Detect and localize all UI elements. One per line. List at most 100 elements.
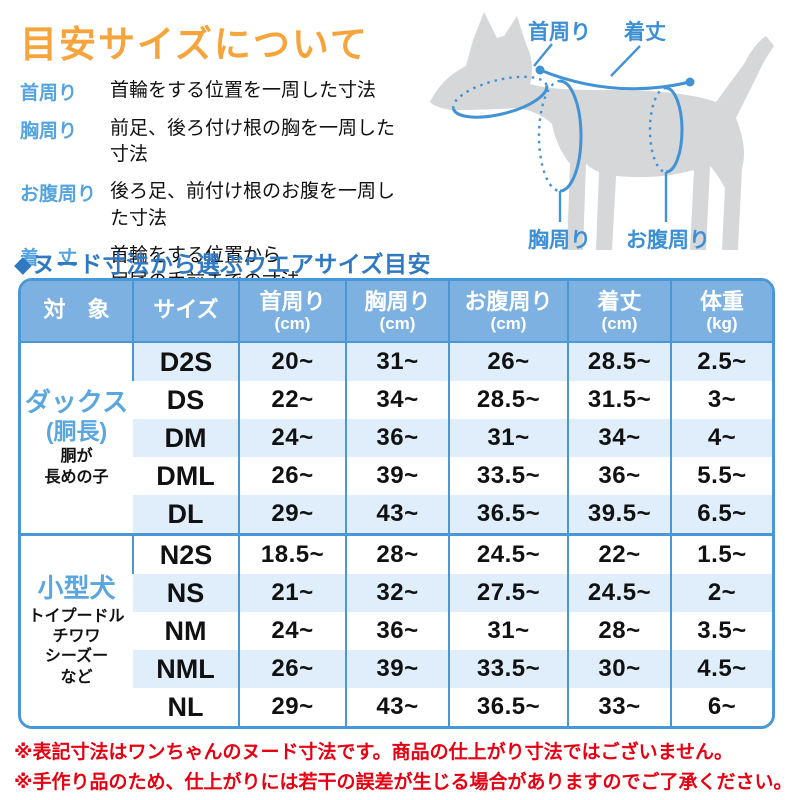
chest-cell: 28~ (345, 533, 449, 574)
chest-cell: 34~ (345, 381, 449, 419)
weight-cell: 6.5~ (670, 495, 772, 535)
chest-cell: 36~ (345, 612, 449, 650)
belly-cell: 33.5~ (448, 650, 568, 688)
target-title: 小型犬 (37, 572, 116, 603)
header-belly: お腹周り (cm) (448, 281, 568, 343)
target-subtitle: (胴長) (45, 417, 108, 444)
header-neck: 首周り (cm) (238, 281, 346, 343)
neck-cell: 21~ (238, 574, 346, 612)
footnotes: ※表記寸法はワンちゃんのヌード寸法です。商品の仕上がり寸法ではございません。 ※… (14, 738, 794, 798)
length-cell: 39.5~ (567, 495, 671, 535)
size-cell: NL (133, 688, 239, 726)
table-row: NML 26~ 39~ 33.5~ 30~ 4.5~ (21, 650, 772, 688)
belly-cell: 36.5~ (448, 688, 568, 726)
size-cell: NS (133, 574, 239, 612)
weight-cell: 5.5~ (670, 457, 772, 495)
neck-leader-line (533, 43, 553, 67)
size-cell: DML (133, 457, 239, 495)
definition-row: 首周り 首輪をする位置を一周した寸法 (20, 78, 410, 105)
neck-label: 首周り (528, 21, 591, 44)
target-cell-small-dog: 小型犬 トイプードル チワワ シーズー など (21, 533, 133, 726)
size-cell: DL (133, 495, 239, 535)
chest-cell: 43~ (345, 495, 449, 535)
neck-cell: 29~ (238, 495, 346, 535)
neck-cell: 22~ (238, 381, 346, 419)
dog-silhouette (430, 12, 774, 250)
belly-cell: 31~ (448, 612, 568, 650)
length-cell: 30~ (567, 650, 671, 688)
table-row: DM 24~ 36~ 31~ 34~ 4~ (21, 419, 772, 457)
definition-term: 胸周り (20, 121, 78, 142)
chest-cell: 36~ (345, 419, 449, 457)
measurement-definitions: 首周り 首輪をする位置を一周した寸法 胸周り 前足、後ろ付け根の胸を一周した寸法… (20, 78, 410, 306)
neck-cell: 26~ (238, 650, 346, 688)
weight-cell: 4~ (670, 419, 772, 457)
definition-desc: 前足、後ろ付け根の胸を一周した寸法 (110, 118, 396, 166)
header-size: サイズ (132, 281, 239, 343)
belly-cell: 27.5~ (448, 574, 568, 612)
belly-cell: 26~ (448, 342, 568, 381)
size-table-section-header: ◆ヌード寸法から選ぶウエアサイズ目安 (14, 251, 431, 277)
length-cell: 28.5~ (567, 342, 671, 381)
size-cell: D2S (132, 342, 239, 381)
chest-cell: 39~ (345, 650, 449, 688)
table-row: 小型犬 トイプードル チワワ シーズー など N2S 18.5~ 28~ 24.… (21, 533, 772, 726)
target-note: 胴が 長めの子 (44, 448, 109, 486)
neck-cell: 20~ (238, 342, 346, 381)
belly-measure-ellipse (648, 86, 684, 174)
table-row: DL 29~ 43~ 36.5~ 39.5~ 6.5~ (21, 495, 772, 535)
length-cell: 36~ (567, 457, 671, 495)
header-weight: 体重 (kg) (670, 281, 772, 343)
length-cell: 31.5~ (567, 381, 671, 419)
length-cell: 28~ (567, 612, 671, 650)
weight-cell: 6~ (670, 688, 772, 726)
definition-desc: 首輪をする位置を一周した寸法 (110, 80, 377, 101)
size-table-container: 対 象 サイズ 首周り (cm) 胸周り (cm) お腹周り (cm) 着丈 (cm) … (18, 278, 775, 729)
definition-term: 首周り (20, 83, 78, 104)
dog-silhouette-illustration (430, 12, 774, 250)
length-label: 着丈 (624, 21, 666, 44)
definition-term: 着 丈 (20, 247, 78, 269)
table-row: ダックス (胴長) 胴が 長めの子 D2S 20~ 31~ 26~ 28.5~ … (21, 342, 772, 535)
chest-measure-ellipse (537, 79, 583, 193)
neck-cell: 26~ (238, 457, 346, 495)
footnote: ※表記寸法はワンちゃんのヌード寸法です。商品の仕上がり寸法ではございません。 (14, 742, 734, 763)
length-cell: 33~ (567, 688, 671, 726)
neck-cell: 24~ (238, 612, 346, 650)
header-target: 対 象 (21, 281, 133, 343)
belly-cell: 24.5~ (448, 533, 568, 574)
length-cell: 34~ (567, 419, 671, 457)
definition-row: 胸周り 前足、後ろ付け根の胸を一周した寸法 (20, 116, 410, 168)
weight-cell: 2.5~ (670, 342, 772, 381)
definition-row: お腹周り 後ろ足、前付け根のお腹を一周した寸法 (20, 179, 410, 231)
neck-cell: 18.5~ (238, 533, 346, 574)
footnote: ※手作り品のため、仕上がりには若干の誤差が生じる場合がありますのでご了承ください… (14, 772, 793, 794)
back-length-measure-line (535, 65, 695, 91)
size-cell: DM (133, 419, 239, 457)
table-row: NM 24~ 36~ 31~ 28~ 3.5~ (21, 612, 772, 650)
size-cell: NML (133, 650, 239, 688)
table-row: NS 21~ 32~ 27.5~ 24.5~ 2~ (21, 574, 772, 612)
size-cell: N2S (132, 533, 239, 574)
weight-cell: 4.5~ (670, 650, 772, 688)
chest-cell: 43~ (345, 688, 449, 726)
size-cell: NM (133, 612, 239, 650)
page-title: 目安サイズについて (20, 24, 369, 65)
header-chest: 胸周り (cm) (345, 281, 449, 343)
neck-cell: 24~ (238, 419, 346, 457)
belly-cell: 31~ (448, 419, 568, 457)
neck-cell: 29~ (238, 688, 346, 726)
length-leader-line (610, 45, 641, 77)
belly-cell: 33.5~ (448, 457, 568, 495)
table-row: DML 26~ 39~ 33.5~ 36~ 5.5~ (21, 457, 772, 495)
chest-cell: 39~ (345, 457, 449, 495)
chest-cell: 32~ (345, 574, 449, 612)
weight-cell: 3.5~ (670, 612, 772, 650)
definition-term: お腹周り (20, 184, 97, 206)
belly-cell: 36.5~ (448, 495, 568, 535)
weight-cell: 3~ (670, 381, 772, 419)
chest-cell: 31~ (345, 342, 449, 381)
belly-cell: 28.5~ (448, 381, 568, 419)
weight-cell: 2~ (670, 574, 772, 612)
length-cell: 22~ (567, 533, 671, 574)
